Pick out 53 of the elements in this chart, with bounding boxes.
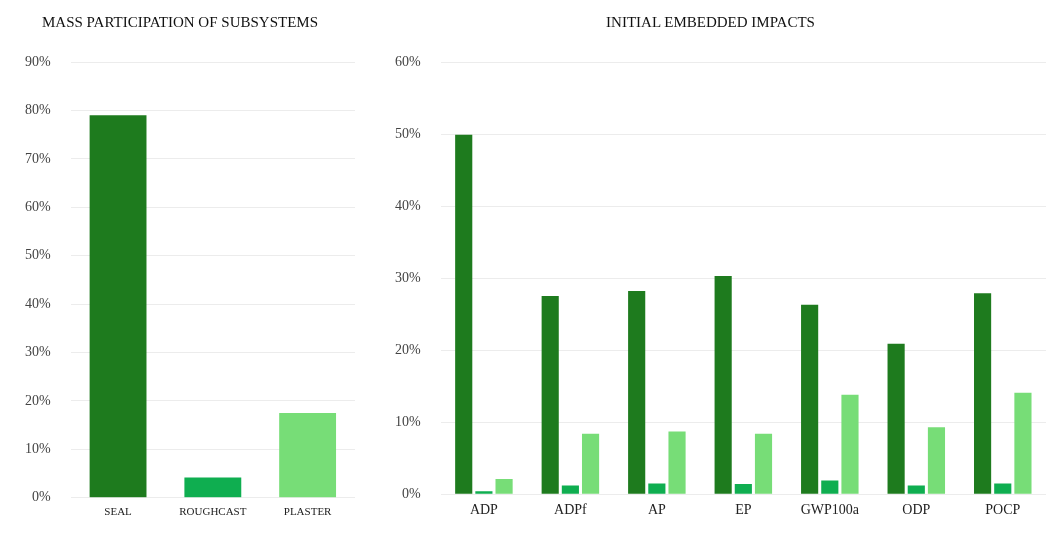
x-tick-label: POCP [985,502,1021,518]
y-tick-label: 30% [394,269,421,285]
chart-title: INITIAL EMBEDDED IMPACTS [606,13,815,30]
bar [1014,392,1032,494]
bar [628,291,646,494]
bar [714,275,732,494]
bar [841,394,859,494]
bar [475,491,493,494]
bar [754,433,773,494]
y-tick-label: 40% [24,295,51,311]
x-tick-label: ROUGHCAST [179,505,247,518]
y-tick-label: 80% [24,102,51,118]
y-tick-label: 60% [394,53,421,69]
bar [581,433,600,494]
y-tick-label: 10% [394,413,421,429]
y-tick-label: 10% [24,441,51,457]
bar [495,479,513,494]
bar [994,483,1012,494]
y-tick-label: 50% [394,125,421,141]
y-tick-label: 50% [24,247,51,263]
x-tick-label: SEAL [104,505,133,518]
bar [927,427,946,494]
y-tick-label: 70% [24,150,51,166]
x-tick-label: PLASTER [283,505,333,518]
bar [184,477,242,498]
bar [561,485,579,494]
y-tick-label: 20% [24,392,51,408]
bar [541,296,559,494]
y-tick-label: 30% [24,344,51,360]
y-tick-label: 0% [401,485,421,501]
bar [89,115,147,498]
y-tick-label: 0% [31,489,51,505]
chart-title: MASS PARTICIPATION OF SUBSYSTEMS [42,13,318,30]
bar [279,413,337,498]
x-tick-label: GWP100a [800,502,860,518]
bar [455,134,473,494]
bar [801,304,819,494]
x-tick-label: AP [647,502,667,518]
y-tick-label: 40% [394,197,421,213]
bar [648,483,666,494]
x-tick-label: ADP [469,502,499,518]
bar [734,484,752,494]
bar [668,431,686,494]
x-tick-label: ADPf [554,502,588,518]
x-tick-label: EP [735,502,752,518]
x-tick-label: ODP [902,502,931,518]
bar [821,480,839,494]
y-tick-label: 90% [24,53,51,69]
bar [907,485,925,494]
bar [887,343,905,494]
y-tick-label: 60% [24,198,51,214]
bar [974,293,992,494]
y-tick-label: 20% [394,341,421,357]
